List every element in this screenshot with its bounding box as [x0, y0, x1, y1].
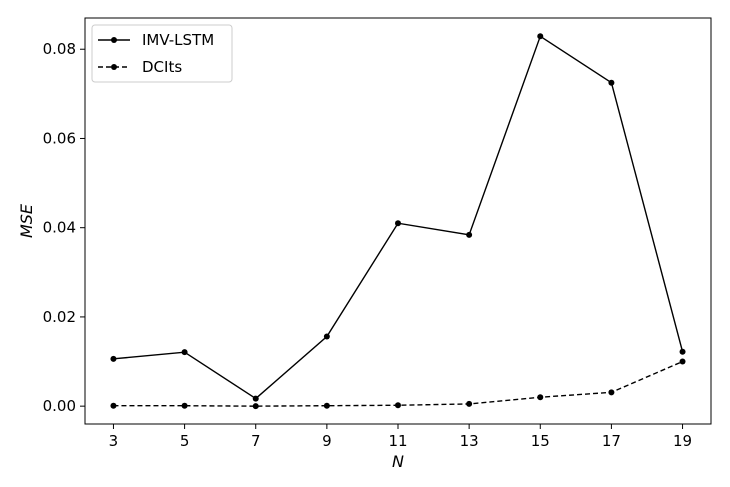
y-tick-label: 0.02 — [43, 308, 76, 326]
data-point-dcits — [252, 403, 259, 410]
legend-marker-imv-lstm — [111, 37, 117, 43]
data-point-imv-lstm — [466, 231, 473, 238]
data-point-imv-lstm — [395, 220, 401, 227]
x-tick-label: 11 — [388, 432, 407, 450]
y-tick-label: 0.06 — [43, 129, 76, 147]
x-tick-label: 5 — [180, 432, 190, 450]
x-tick-label: 19 — [673, 432, 692, 450]
x-tick-label: 15 — [531, 432, 550, 450]
data-point-imv-lstm — [679, 348, 686, 355]
data-point-dcits — [679, 358, 686, 365]
data-point-dcits — [110, 402, 117, 409]
data-point-dcits — [323, 402, 330, 409]
legend-box — [91, 24, 233, 83]
legend-label-imv-lstm: IMV-LSTM — [142, 31, 214, 49]
data-point-dcits — [466, 400, 473, 407]
y-tick-label: 0.00 — [43, 397, 76, 415]
x-tick-label: 17 — [602, 432, 621, 450]
legend-label-dcits: DCIts — [142, 58, 182, 76]
x-tick-label: 9 — [322, 432, 332, 450]
x-tick-label: 3 — [109, 432, 119, 450]
y-axis: 0.00 0.02 0.04 0.06 0.08 — [43, 40, 85, 415]
data-point-imv-lstm — [537, 33, 544, 40]
x-axis-label: N — [392, 452, 404, 471]
data-point-dcits — [608, 389, 615, 396]
x-axis: 3 5 7 9 11 13 15 17 19 — [109, 424, 692, 450]
data-point-imv-lstm — [181, 349, 188, 356]
x-tick-label: 13 — [460, 432, 479, 450]
y-axis-label: MSE — [17, 203, 36, 238]
x-tick-label: 7 — [251, 432, 261, 450]
legend: IMV-LSTM DCIts — [91, 24, 233, 83]
plot-area — [110, 33, 686, 410]
data-point-imv-lstm — [608, 79, 615, 86]
data-point-imv-lstm — [323, 333, 330, 340]
data-point-dcits — [181, 402, 188, 409]
data-point-dcits — [537, 394, 544, 401]
legend-marker-dcits — [111, 64, 117, 70]
data-point-dcits — [395, 402, 401, 409]
series-line-imv-lstm — [113, 35, 684, 400]
data-point-imv-lstm — [110, 355, 117, 362]
series-line-dcits — [113, 360, 683, 407]
data-point-imv-lstm — [252, 395, 259, 402]
y-tick-label: 0.04 — [43, 219, 76, 237]
y-tick-label: 0.08 — [43, 40, 76, 58]
